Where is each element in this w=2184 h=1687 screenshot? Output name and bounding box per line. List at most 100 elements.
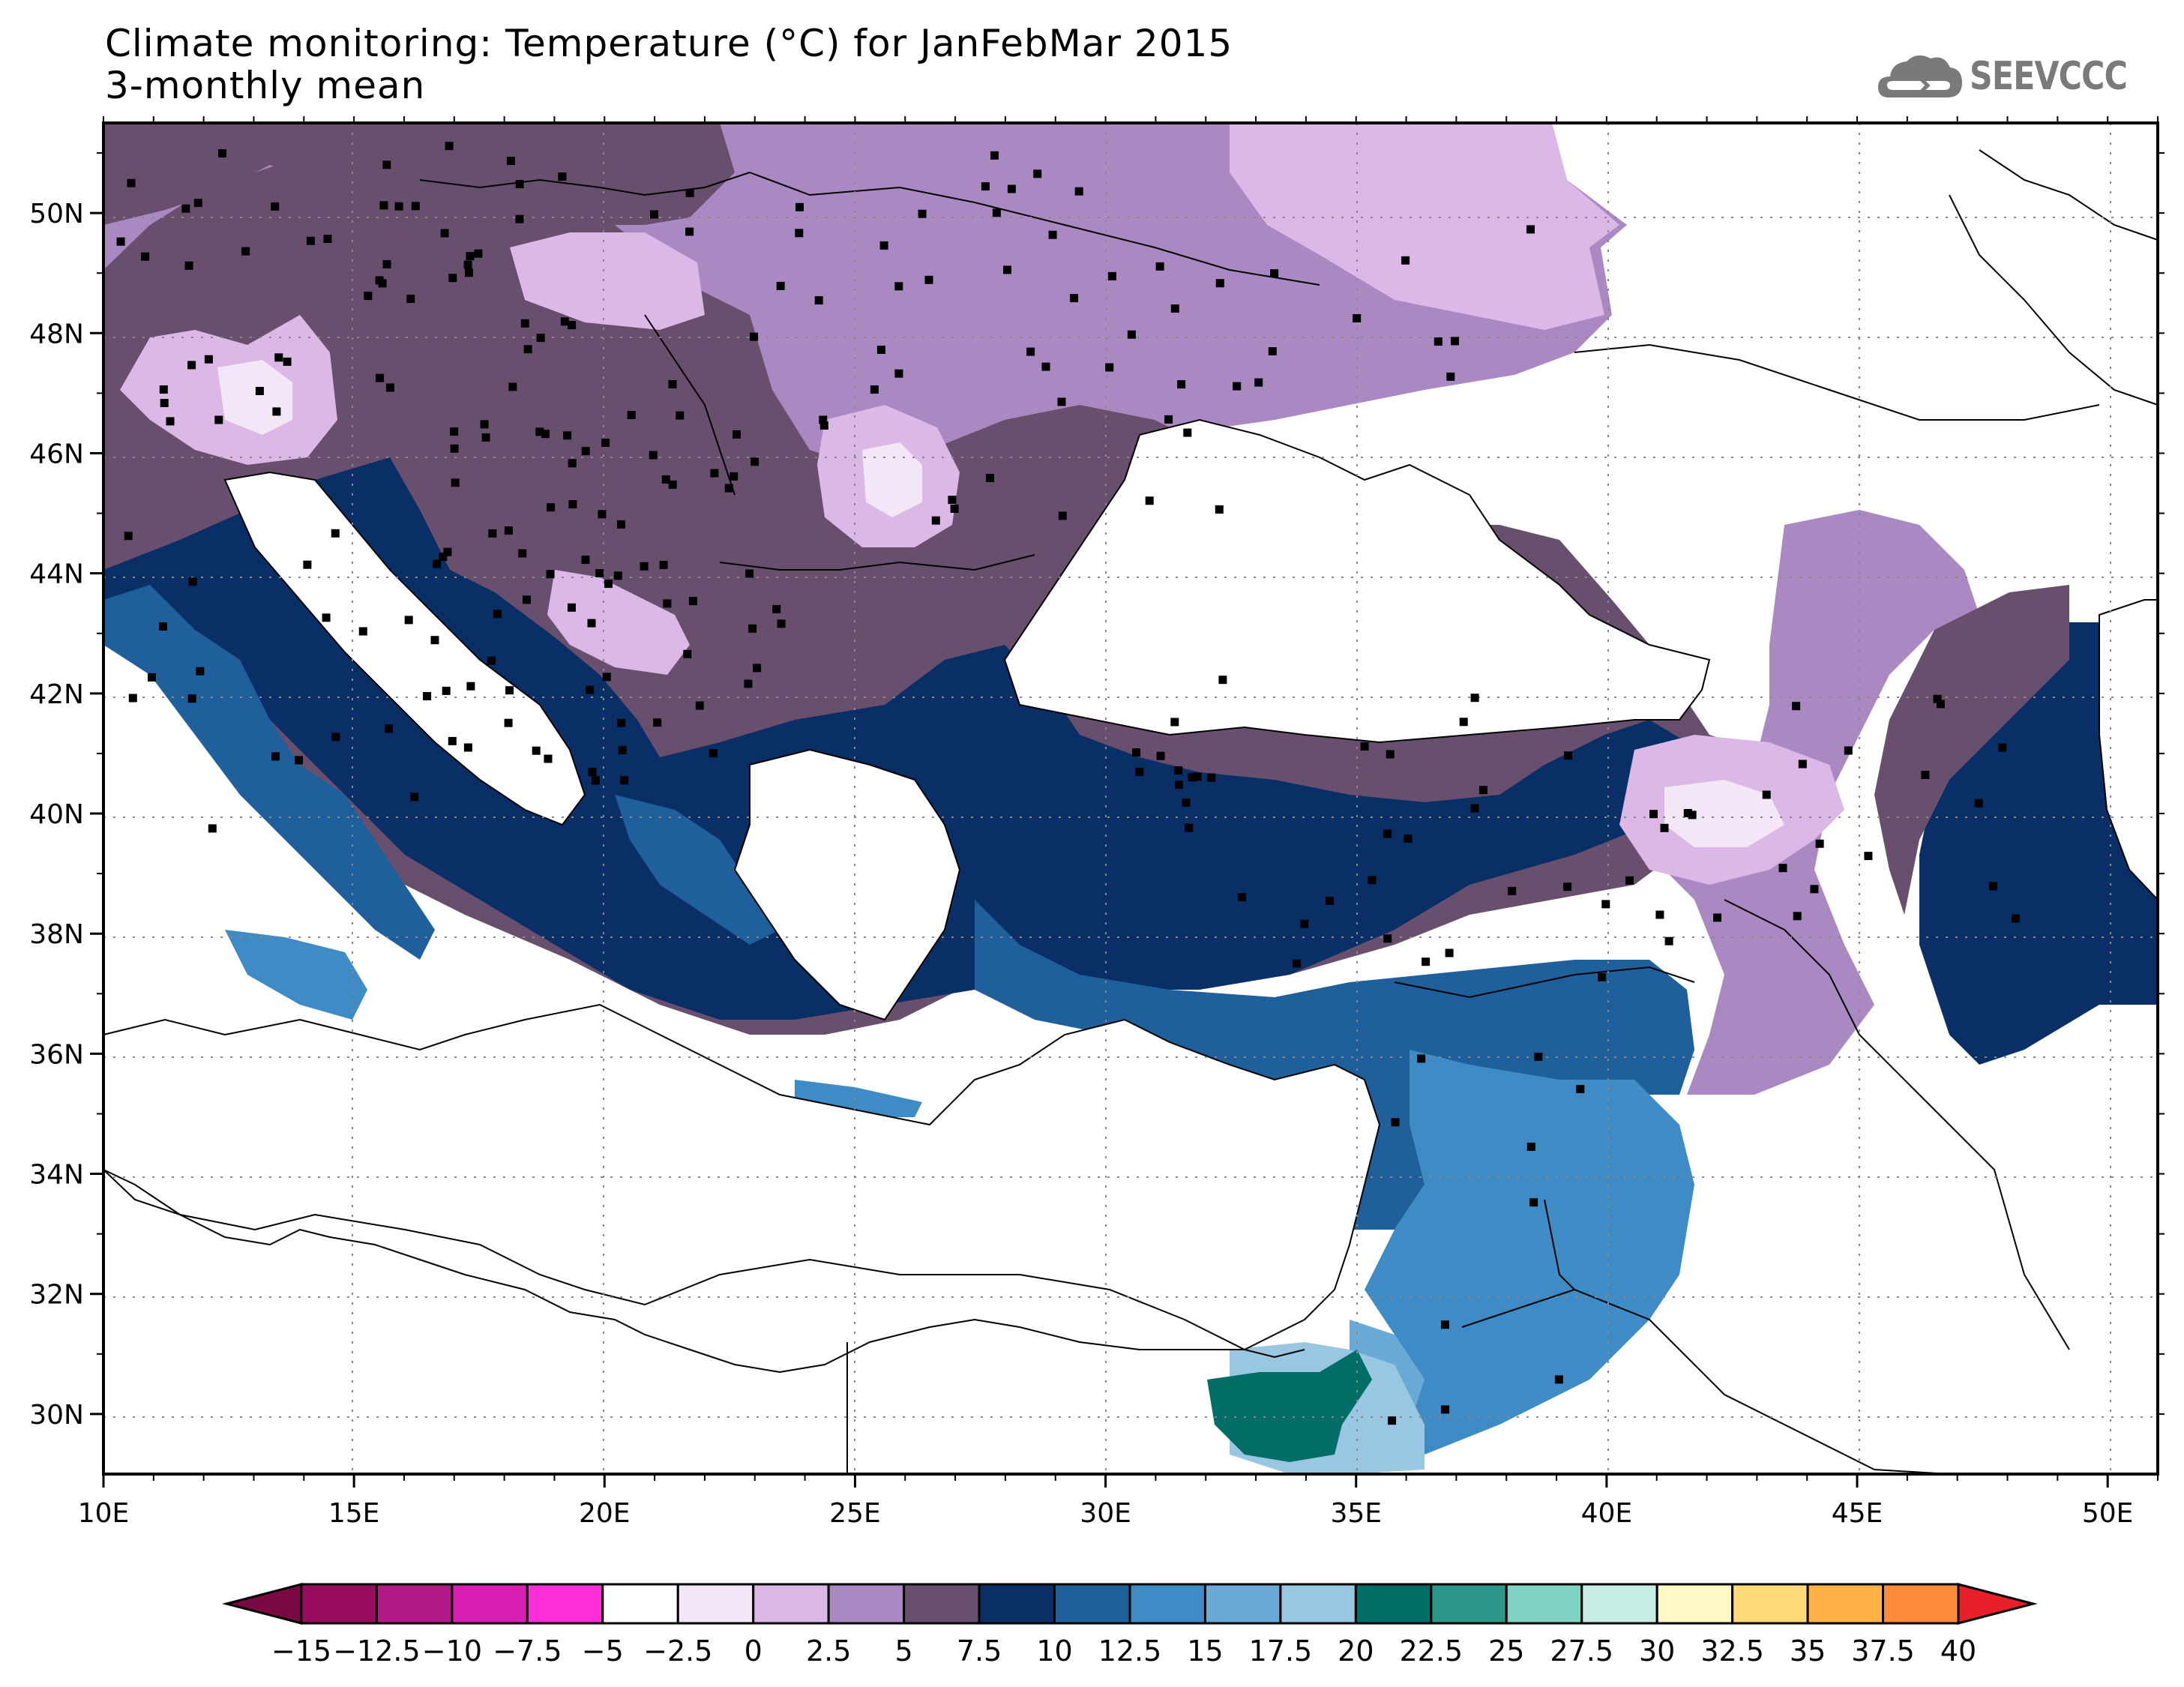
station-marker: [1391, 1118, 1400, 1127]
station-marker: [465, 268, 473, 277]
station-marker: [1007, 184, 1016, 193]
station-marker: [515, 180, 524, 188]
station-marker: [159, 385, 168, 394]
station-marker: [1563, 882, 1572, 891]
station-marker: [445, 142, 454, 151]
colorbar-high-arrow: [1957, 1583, 2038, 1625]
border-russia: [1574, 343, 2100, 421]
station-marker: [1401, 256, 1410, 265]
station-marker: [595, 569, 604, 577]
station-marker: [439, 553, 448, 562]
station-marker: [992, 208, 1001, 217]
station-marker: [382, 259, 391, 268]
station-marker: [474, 249, 483, 258]
colorbar-swatch: [1279, 1583, 1357, 1625]
station-marker: [870, 385, 879, 394]
lon-tick-label: 45E: [1832, 1498, 1883, 1529]
colorbar-label: 35: [1790, 1635, 1826, 1668]
station-marker: [1526, 1143, 1535, 1151]
station-marker: [617, 520, 625, 529]
station-marker: [744, 679, 753, 688]
station-marker: [1625, 876, 1634, 885]
station-marker: [1164, 415, 1173, 424]
station-marker: [581, 447, 590, 456]
station-marker: [685, 227, 694, 236]
station-marker: [303, 560, 312, 569]
station-marker: [443, 547, 452, 556]
colorbar-label: 37.5: [1851, 1635, 1915, 1668]
station-marker: [376, 373, 385, 382]
station-marker: [159, 622, 167, 631]
station-marker: [795, 229, 804, 238]
station-marker: [1215, 279, 1224, 288]
station-marker: [1459, 718, 1468, 727]
station-marker: [663, 599, 672, 608]
station-marker: [1417, 1054, 1426, 1063]
station-marker: [442, 686, 451, 695]
station-marker: [1529, 1198, 1538, 1207]
station-marker: [2012, 914, 2020, 923]
station-marker: [187, 694, 196, 703]
field-m5-m2p5-alps: [217, 360, 292, 435]
station-marker: [448, 736, 457, 745]
station-marker: [613, 571, 622, 580]
station-marker: [591, 776, 600, 785]
station-marker: [683, 649, 692, 658]
station-marker: [364, 292, 373, 301]
station-marker: [1815, 839, 1824, 848]
station-marker: [588, 768, 597, 777]
field-2p5-5-nw: [103, 123, 735, 255]
station-marker: [331, 529, 340, 538]
colorbar-label: 32.5: [1700, 1635, 1764, 1668]
colorbar-swatch: [526, 1583, 604, 1625]
station-marker: [1132, 748, 1141, 757]
station-marker: [1598, 972, 1607, 981]
station-marker: [160, 399, 169, 407]
station-marker: [518, 549, 527, 558]
colorbar-swatch: [1655, 1583, 1734, 1625]
station-marker: [581, 556, 590, 565]
station-marker: [568, 321, 577, 330]
station-marker: [1921, 771, 1930, 779]
station-marker: [1268, 347, 1277, 355]
station-marker: [504, 718, 513, 727]
border-iran: [1724, 899, 2070, 1350]
station-marker: [659, 560, 668, 569]
station-marker: [255, 387, 264, 395]
colorbar-swatch: [676, 1583, 755, 1625]
station-marker: [1713, 913, 1721, 922]
station-marker: [272, 407, 281, 416]
station-marker: [931, 516, 940, 525]
colorbar-label: 10: [1036, 1635, 1072, 1668]
lat-tick-label: 44N: [29, 559, 84, 590]
station-marker: [1664, 936, 1673, 945]
station-marker: [379, 201, 388, 210]
station-marker: [1048, 230, 1057, 239]
station-marker: [1003, 265, 1011, 274]
colorbar-swatch: [1430, 1583, 1508, 1625]
station-marker: [188, 577, 197, 586]
station-marker: [985, 474, 994, 482]
border-kazakh: [1979, 149, 2159, 241]
lon-tick-label: 15E: [328, 1498, 380, 1529]
colorbar-label: 30: [1639, 1635, 1675, 1668]
station-marker: [1233, 382, 1242, 391]
border-central-asia: [1949, 194, 2159, 406]
station-marker: [1026, 347, 1035, 356]
station-marker: [463, 260, 472, 269]
station-marker: [410, 793, 419, 802]
station-marker: [668, 380, 677, 388]
station-marker: [620, 776, 629, 785]
borders: [103, 149, 2159, 1475]
station-marker: [1058, 511, 1067, 520]
station-marker: [1998, 743, 2007, 752]
station-marker: [1074, 187, 1083, 196]
station-marker: [602, 673, 611, 682]
station-marker: [1145, 496, 1154, 505]
title-block: Climate monitoring: Temperature (°C) for…: [105, 22, 1233, 106]
station-marker: [116, 237, 125, 246]
station-marker: [1193, 772, 1202, 781]
station-marker: [283, 357, 292, 366]
station-marker: [1534, 1052, 1543, 1061]
colorbar-label: −15: [271, 1635, 331, 1668]
